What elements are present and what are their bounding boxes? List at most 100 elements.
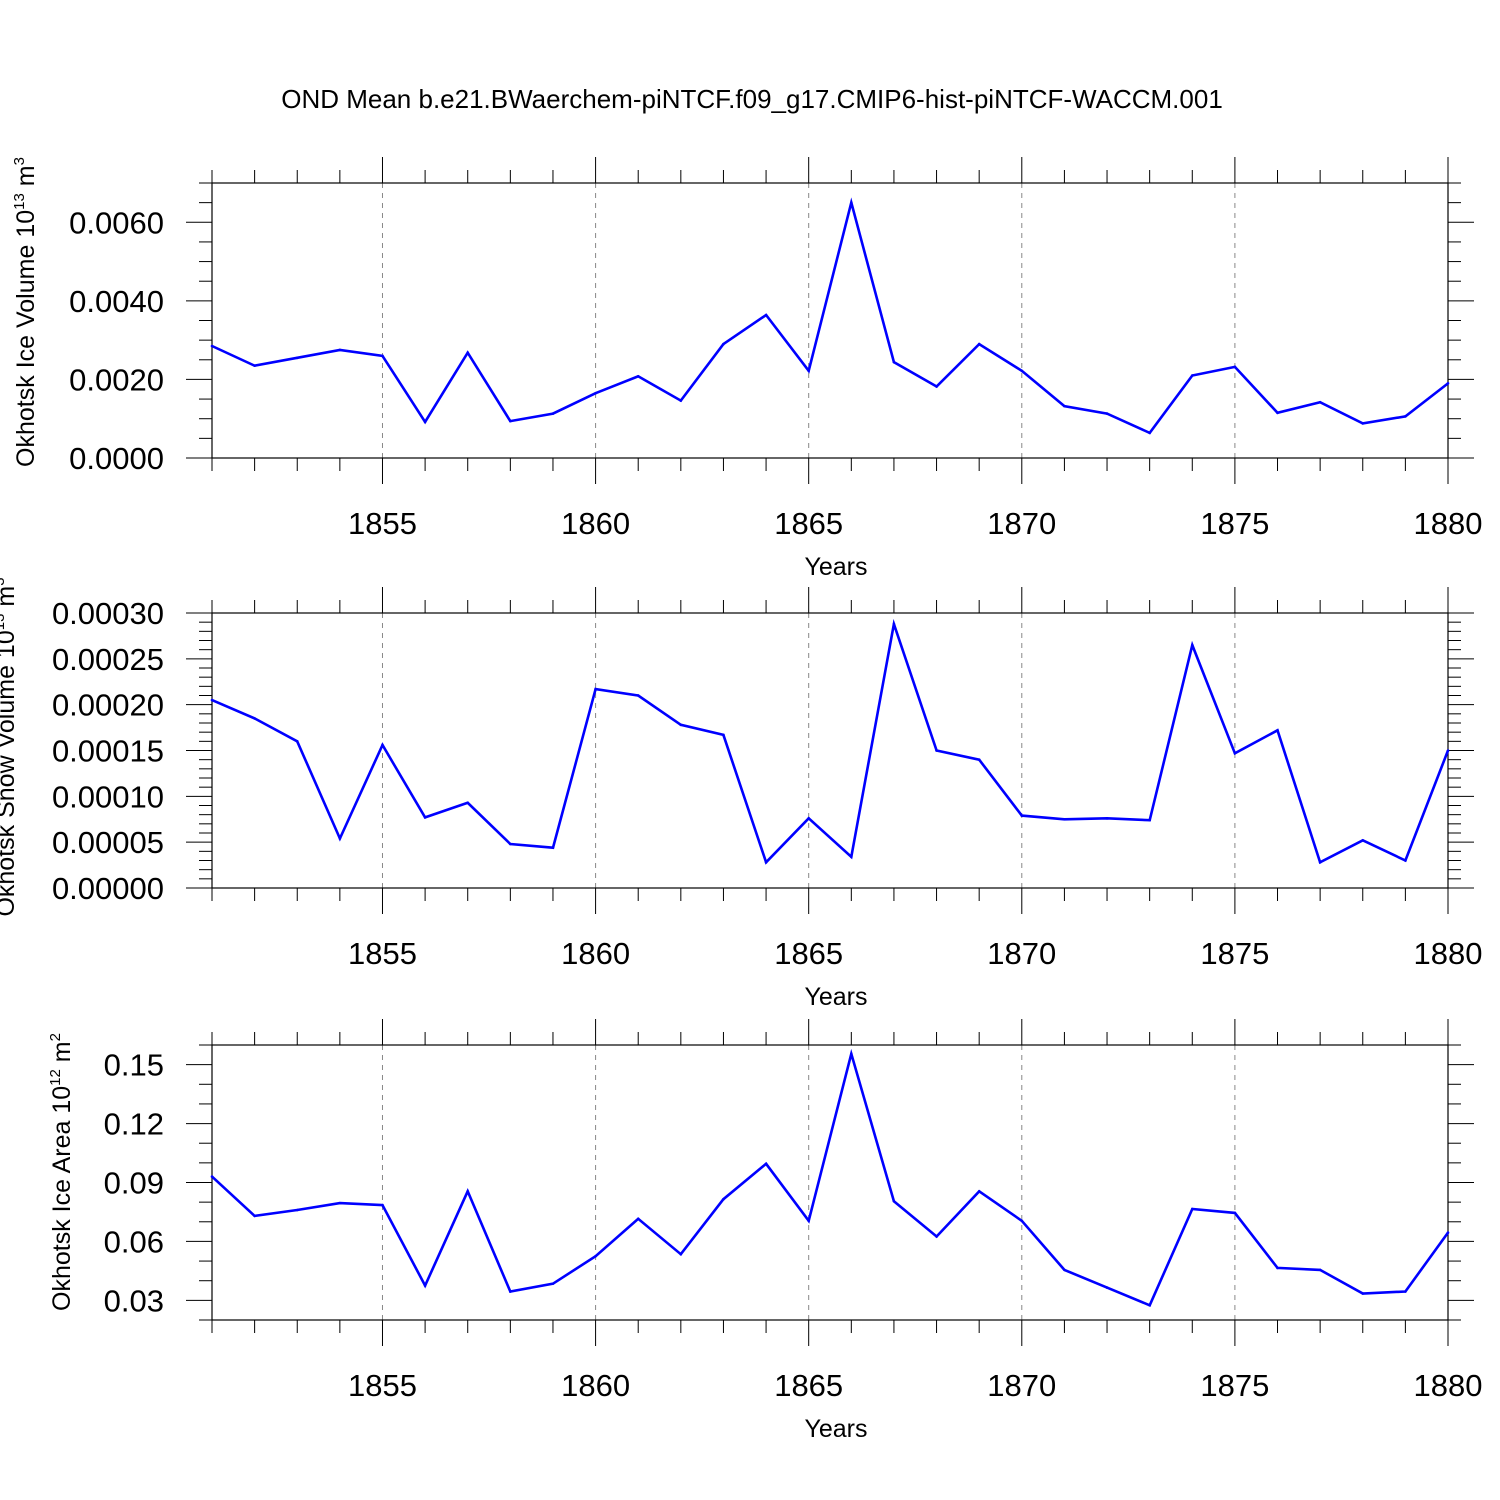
- y-axis-label-unit: m: [0, 586, 20, 614]
- y-tick-label: 0.00015: [52, 734, 164, 769]
- data-point: [636, 374, 640, 378]
- y-axis-label-unit-exponent: 3: [0, 577, 8, 585]
- data-point: [338, 348, 342, 352]
- data-point: [1276, 1266, 1279, 1270]
- data-point: [1233, 751, 1237, 755]
- x-tick-label: 1865: [774, 936, 843, 971]
- y-tick-label: 0.12: [104, 1107, 164, 1142]
- y-tick-label: 0.0040: [69, 284, 164, 319]
- data-point: [1063, 404, 1066, 408]
- data-point: [423, 1284, 427, 1287]
- data-point: [722, 342, 725, 346]
- chart-title: OND Mean b.e21.BWaerchem-piNTCF.f09_g17.…: [281, 84, 1223, 114]
- y-tick-label: 0.00000: [52, 871, 164, 906]
- x-tick-label: 1860: [561, 1368, 630, 1403]
- data-point: [466, 351, 470, 355]
- data-point: [1446, 749, 1450, 752]
- plot-frame: [211, 1044, 1449, 1321]
- data-point: [381, 354, 384, 358]
- data-point: [466, 801, 470, 805]
- data-point: [253, 717, 256, 720]
- data-point: [807, 817, 810, 820]
- data-point: [1361, 422, 1365, 425]
- data-point: [636, 1217, 640, 1221]
- y-tick-label: 0.0060: [69, 205, 164, 240]
- data-point: [850, 201, 853, 204]
- y-axis-label-unit: m: [12, 165, 40, 193]
- data-point: [1020, 1219, 1024, 1223]
- x-axis-label: Years: [804, 1415, 867, 1443]
- y-tick-label: 0.00010: [52, 779, 164, 814]
- y-axis-label: Okhotsk Snow Volume 1013 m3: [0, 577, 20, 916]
- data-point: [381, 1203, 384, 1207]
- data-point: [1276, 729, 1279, 732]
- data-point: [594, 1254, 597, 1258]
- data-point: [977, 342, 981, 346]
- data-point: [977, 758, 981, 761]
- data-point: [807, 369, 810, 373]
- y-tick-label: 0.00020: [52, 688, 164, 723]
- y-tick-label: 0.0020: [69, 362, 164, 397]
- data-point: [935, 385, 938, 388]
- y-axis-label: Okhotsk Ice Volume 1013 m3: [11, 157, 40, 467]
- x-tick-label: 1880: [1414, 936, 1483, 971]
- x-tick-label: 1865: [774, 1368, 843, 1403]
- panel-ice-volume: 1855 1860 1865 1870 1875 1880 0.0000 0.0020 0.00…: [11, 157, 1482, 581]
- data-point: [1233, 1211, 1237, 1215]
- data-point: [1020, 814, 1024, 817]
- data-point: [850, 855, 853, 859]
- plot-frame: [211, 612, 1449, 889]
- x-tick-label: 1870: [987, 936, 1056, 971]
- data-point: [764, 1162, 768, 1166]
- data-point: [551, 846, 555, 849]
- x-tick-label: 1855: [348, 506, 417, 541]
- data-point: [679, 723, 683, 727]
- x-tick-label: 1865: [774, 506, 843, 541]
- data-point: [1276, 411, 1279, 415]
- data-point: [892, 360, 896, 364]
- y-axis-label-unit-exponent: 3: [11, 157, 28, 165]
- y-tick-label: 0.06: [104, 1224, 164, 1259]
- data-point: [338, 1201, 342, 1205]
- data-point: [594, 391, 597, 395]
- y-tick-label: 0.0000: [69, 441, 164, 476]
- data-point: [807, 1219, 810, 1223]
- data-point: [253, 1214, 256, 1218]
- data-point: [210, 1175, 214, 1178]
- data-point: [509, 842, 512, 846]
- y-axis-label-text: Okhotsk Ice Area 10: [48, 1086, 76, 1311]
- data-point: [1105, 412, 1109, 415]
- data-point: [210, 344, 214, 348]
- x-tick-label: 1870: [987, 1368, 1056, 1403]
- data-point: [1318, 861, 1322, 864]
- data-point: [295, 356, 299, 360]
- y-axis-label-exponent: 13: [11, 193, 28, 210]
- data-point: [935, 749, 938, 752]
- y-tick-label: 0.00005: [52, 825, 164, 860]
- data-point: [1446, 382, 1450, 385]
- y-axis-label-unit: m: [48, 1041, 76, 1069]
- data-point: [466, 1190, 470, 1193]
- panels: 1855 1860 1865 1870 1875 1880 0.0000 0.0020 0.00…: [0, 157, 1482, 1443]
- x-tick-label: 1860: [561, 936, 630, 971]
- data-point: [381, 743, 384, 747]
- x-axis-label: Years: [804, 983, 867, 1011]
- data-point: [210, 698, 214, 702]
- y-axis-label-unit-exponent: 2: [47, 1033, 64, 1041]
- data-point: [1446, 1231, 1450, 1234]
- y-axis-label-text: Okhotsk Ice Volume 10: [12, 210, 40, 467]
- data-point: [295, 740, 299, 743]
- data-point: [509, 1290, 512, 1293]
- x-tick-label: 1875: [1200, 1368, 1269, 1403]
- x-tick-label: 1855: [348, 936, 417, 971]
- panel-ice-area: 1855 1860 1865 1870 1875 1880 0.03 0.06 0.09 0.12…: [47, 1019, 1482, 1443]
- series-line: [211, 618, 1450, 865]
- data-point: [722, 1197, 725, 1201]
- data-point: [1148, 818, 1151, 822]
- data-point: [551, 1282, 555, 1285]
- data-point: [892, 1199, 896, 1203]
- x-tick-label: 1855: [348, 1368, 417, 1403]
- x-tick-label: 1880: [1414, 506, 1483, 541]
- data-point: [764, 861, 768, 864]
